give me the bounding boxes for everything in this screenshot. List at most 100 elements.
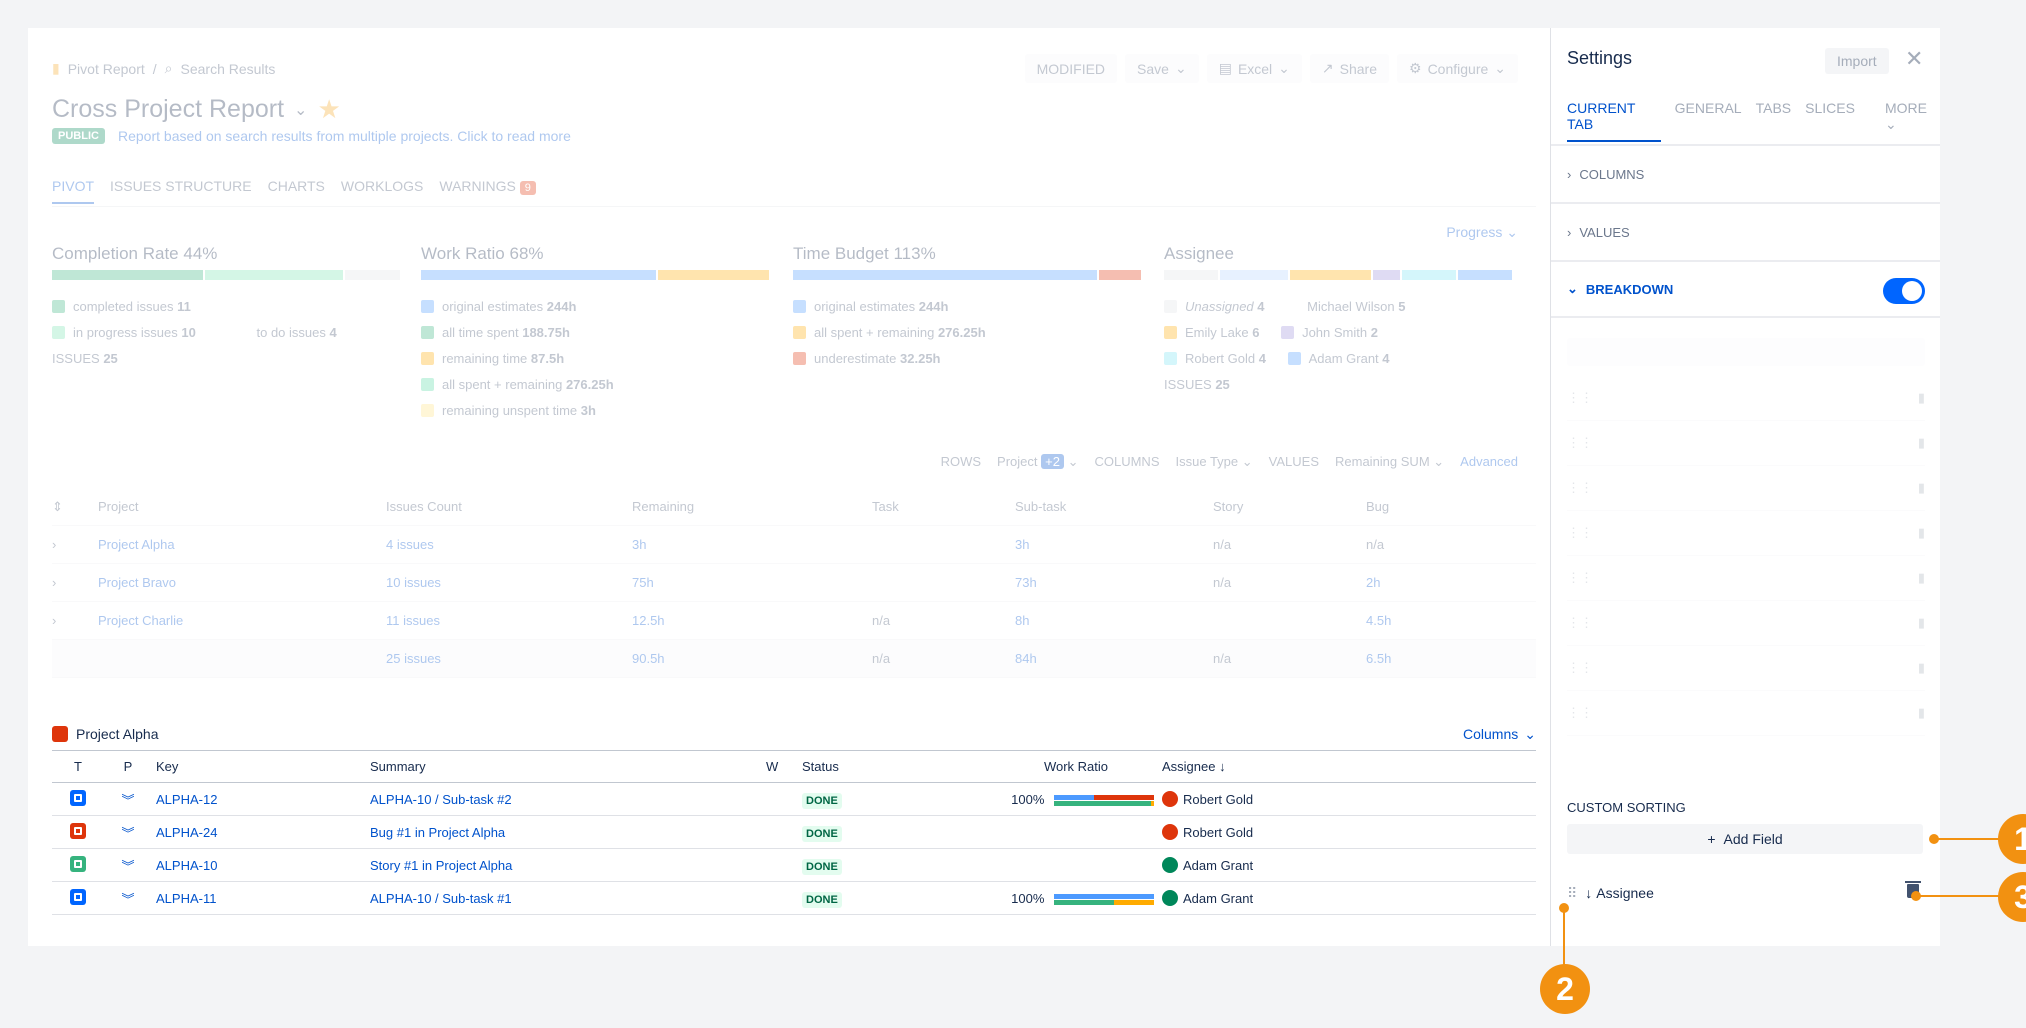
columns-button[interactable]: Columns ⌄	[1463, 726, 1536, 743]
pivot-cell[interactable]: 6.5h	[1366, 651, 1392, 666]
breadcrumb-pivot-report[interactable]: Pivot Report	[67, 60, 145, 77]
tab-warnings-label: WARNINGS	[439, 178, 516, 194]
page-title: Cross Project Report ⌄ ★	[52, 94, 341, 125]
pivot-row-count[interactable]: 4 issues	[386, 537, 434, 552]
issue-summary[interactable]: Story #1 in Project Alpha	[366, 848, 762, 882]
breadcrumb-search-results[interactable]: Search Results	[180, 60, 276, 77]
expand-icon[interactable]: ›	[52, 537, 57, 552]
pivot-row-project[interactable]: Project Alpha	[98, 537, 175, 552]
col-assignee[interactable]: Assignee ↓	[1158, 750, 1536, 783]
pivot-row[interactable]: › Project Alpha 4 issues 3h 3h n/a n/a	[52, 526, 1536, 564]
issue-key[interactable]: ALPHA-24	[152, 815, 366, 849]
values-select[interactable]: Remaining SUM ⌄	[1335, 454, 1445, 469]
col-status[interactable]: Status	[798, 750, 998, 783]
tab-more[interactable]: MORE ⌄	[1884, 100, 1927, 132]
avatar	[1162, 824, 1178, 840]
pivot-cell[interactable]: 4.5h	[1366, 613, 1392, 628]
section-breakdown[interactable]: ⌄ BREAKDOWN	[1551, 260, 1940, 318]
issue-summary[interactable]: ALPHA-10 / Sub-task #1	[366, 881, 762, 915]
tab-charts[interactable]: CHARTS	[267, 178, 325, 194]
pivot-cell: n/a	[1213, 537, 1232, 552]
col-summary[interactable]: Summary	[366, 750, 762, 783]
pivot-total-count[interactable]: 25 issues	[386, 651, 441, 666]
col-type[interactable]: T	[52, 750, 104, 783]
status-badge: DONE	[802, 891, 842, 908]
col-priority[interactable]: P	[104, 750, 152, 783]
progress-dropdown[interactable]: Progress ⌄	[1446, 224, 1518, 240]
issue-summary[interactable]: ALPHA-10 / Sub-task #2	[366, 782, 762, 816]
pivot-row-remaining[interactable]: 3h	[632, 537, 647, 552]
col-work-ratio[interactable]: Work Ratio	[998, 750, 1158, 783]
legend-label: remaining time	[442, 351, 528, 366]
import-button[interactable]: Import	[1825, 48, 1889, 74]
pivot-cell[interactable]: 73h	[1015, 575, 1037, 590]
pivot-row-count[interactable]: 11 issues	[386, 613, 440, 628]
pivot-row-remaining[interactable]: 75h	[632, 575, 654, 590]
pivot-row[interactable]: › Project Bravo 10 issues 75h 73h n/a 2h	[52, 564, 1536, 602]
excel-button[interactable]: ▤ Excel ⌄	[1206, 54, 1302, 83]
drag-handle-icon[interactable]: ⠿	[1567, 884, 1577, 901]
pivot-row-remaining[interactable]: 12.5h	[632, 613, 665, 628]
col-key[interactable]: Key	[152, 750, 366, 783]
seg	[1054, 893, 1154, 899]
pivot-row-count[interactable]: 10 issues	[386, 575, 441, 590]
expand-icon[interactable]: ›	[52, 575, 57, 590]
tab-warnings[interactable]: WARNINGS 9	[439, 178, 536, 204]
tab-issues-structure[interactable]: ISSUES STRUCTURE	[110, 178, 252, 194]
pivot-header-project[interactable]: Project	[98, 499, 139, 514]
issues-value: 25	[103, 351, 118, 366]
table-row[interactable]: ︾ ALPHA-11 ALPHA-10 / Sub-task #1 DONE 1…	[52, 881, 1536, 915]
table-row[interactable]: ︾ ALPHA-12 ALPHA-10 / Sub-task #2 DONE 1…	[52, 782, 1536, 816]
add-field-button[interactable]: + Add Field	[1567, 824, 1923, 854]
tab-pivot[interactable]: PIVOT	[52, 178, 95, 204]
pivot-cell[interactable]: 8h	[1015, 613, 1030, 628]
legend-label: remaining unspent time	[442, 403, 578, 418]
pivot-row[interactable]: › Project Charlie 11 issues 12.5h n/a 8h…	[52, 602, 1536, 640]
tab-tabs[interactable]: TABS	[1755, 100, 1792, 116]
breakdown-toggle[interactable]	[1883, 278, 1925, 304]
sort-toggle-icon[interactable]: ⇕	[52, 498, 63, 514]
section-columns[interactable]: › COLUMNS	[1551, 144, 1940, 202]
chevron-down-icon: ⌄	[1524, 725, 1536, 742]
star-icon[interactable]: ★	[317, 94, 341, 124]
priority-low-icon: ︾	[104, 815, 152, 849]
issue-key[interactable]: ALPHA-12	[152, 782, 366, 816]
expand-icon[interactable]: ›	[52, 613, 57, 628]
tab-slices[interactable]: SLICES	[1805, 100, 1855, 116]
sort-direction-icon[interactable]: ↓	[1585, 885, 1593, 901]
report-title[interactable]: Cross Project Report	[52, 95, 285, 123]
pivot-row-project[interactable]: Project Bravo	[98, 575, 177, 590]
tab-current-tab[interactable]: CURRENT TAB	[1567, 100, 1661, 142]
pivot-cell[interactable]: 84h	[1015, 651, 1037, 666]
close-icon[interactable]: ✕	[1905, 46, 1924, 71]
table-row[interactable]: ︾ ALPHA-10 Story #1 in Project Alpha DON…	[52, 848, 1536, 882]
advanced-link[interactable]: Advanced	[1460, 454, 1518, 469]
rows-extra-badge: +2	[1041, 454, 1064, 469]
legend-value: 6	[1252, 325, 1260, 340]
tab-general[interactable]: GENERAL	[1674, 100, 1742, 116]
table-row[interactable]: ︾ ALPHA-24 Bug #1 in Project Alpha DONE …	[52, 815, 1536, 849]
tab-worklogs[interactable]: WORKLOGS	[340, 178, 424, 194]
issue-key[interactable]: ALPHA-10	[152, 848, 366, 882]
rows-value: Project	[997, 454, 1038, 469]
report-description[interactable]: Report based on search results from mult…	[118, 128, 571, 144]
pivot-cell[interactable]: 3h	[1015, 537, 1030, 552]
issue-summary[interactable]: Bug #1 in Project Alpha	[366, 815, 762, 849]
pivot-cell[interactable]: 2h	[1366, 575, 1381, 590]
pivot-total-remaining[interactable]: 90.5h	[632, 651, 665, 666]
configure-button[interactable]: ⚙ Configure ⌄	[1397, 54, 1518, 83]
pivot-header-task: Task	[872, 499, 899, 514]
share-button[interactable]: ↗ Share	[1309, 54, 1389, 83]
status-cell: DONE	[798, 848, 998, 882]
chevron-down-icon[interactable]: ⌄	[294, 101, 308, 119]
col-w[interactable]: W	[762, 750, 798, 783]
gear-icon: ⚙	[1409, 60, 1422, 76]
section-values[interactable]: › VALUES	[1551, 202, 1940, 260]
chevron-down-icon[interactable]: ⌄	[1174, 60, 1187, 76]
columns-select[interactable]: Issue Type ⌄	[1175, 454, 1253, 469]
issue-key[interactable]: ALPHA-11	[152, 881, 366, 915]
rows-select[interactable]: Project +2 ⌄	[997, 454, 1079, 469]
save-button[interactable]: Save ⌄	[1125, 54, 1199, 83]
pivot-row-project[interactable]: Project Charlie	[98, 613, 184, 628]
chevron-down-icon[interactable]: ⌄	[1278, 60, 1290, 76]
